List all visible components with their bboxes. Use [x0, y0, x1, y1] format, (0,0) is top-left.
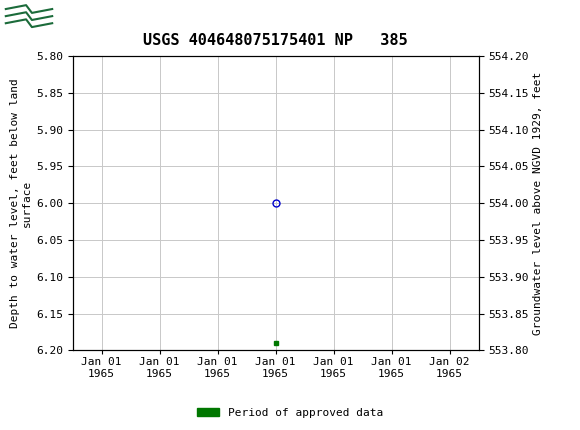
Bar	[3, 3, 58, 30]
Title: USGS 404648075175401 NP   385: USGS 404648075175401 NP 385	[143, 33, 408, 48]
Legend: Period of approved data: Period of approved data	[193, 403, 387, 422]
Text: USGS: USGS	[67, 7, 122, 25]
Y-axis label: Groundwater level above NGVD 1929, feet: Groundwater level above NGVD 1929, feet	[533, 71, 543, 335]
Y-axis label: Depth to water level, feet below land
surface: Depth to water level, feet below land su…	[10, 78, 32, 328]
